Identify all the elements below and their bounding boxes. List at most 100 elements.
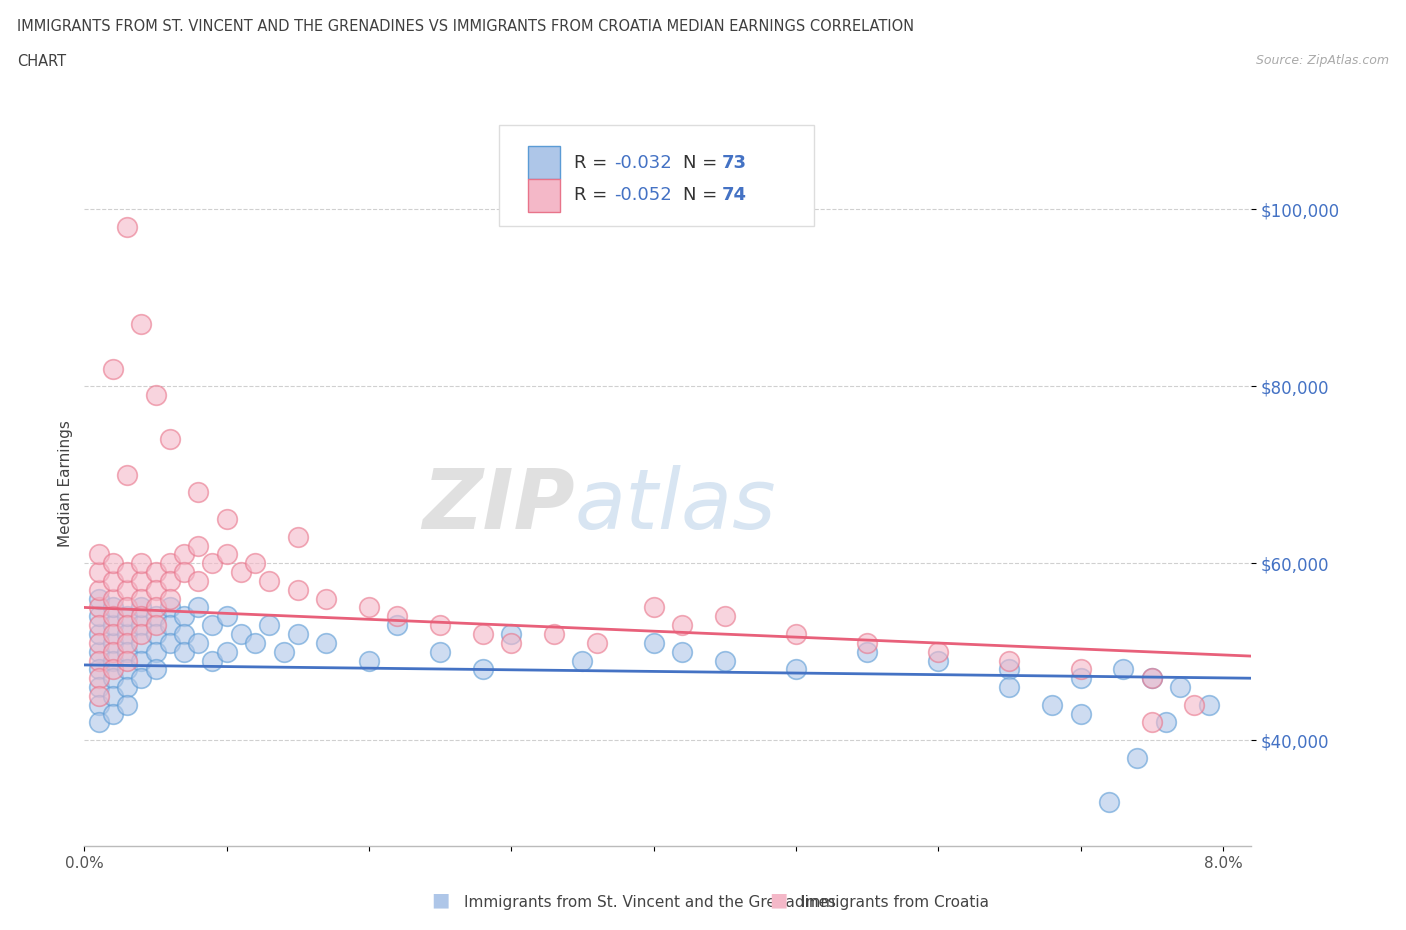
Point [159, 600, 181, 615]
Point [173, 547, 195, 562]
Point [129, 556, 152, 571]
Point [243, 635, 266, 650]
Point [387, 609, 409, 624]
Point [101, 600, 124, 615]
Point [856, 635, 879, 650]
Point [713, 609, 735, 624]
Point [273, 644, 295, 659]
Point [145, 644, 167, 659]
Point [1070, 706, 1092, 721]
Point [287, 582, 309, 597]
Point [187, 485, 209, 500]
Text: -0.032: -0.032 [614, 153, 672, 172]
Point [585, 635, 607, 650]
Point [115, 680, 138, 695]
Point [145, 609, 167, 624]
Point [145, 582, 167, 597]
Point [1070, 662, 1092, 677]
Point [87, 715, 110, 730]
Point [785, 627, 807, 642]
Point [201, 618, 224, 632]
Point [357, 600, 380, 615]
Text: ■: ■ [432, 891, 450, 910]
Point [101, 688, 124, 703]
Point [501, 635, 523, 650]
Point [429, 644, 451, 659]
Point [129, 609, 152, 624]
Point [429, 618, 451, 632]
Text: atlas: atlas [575, 465, 776, 546]
Point [101, 361, 124, 376]
Point [1140, 671, 1163, 685]
Point [129, 591, 152, 606]
Text: Source: ZipAtlas.com: Source: ZipAtlas.com [1256, 54, 1389, 67]
Point [101, 671, 124, 685]
FancyBboxPatch shape [527, 179, 561, 212]
Point [145, 618, 167, 632]
Point [671, 644, 693, 659]
Point [87, 600, 110, 615]
Y-axis label: Median Earnings: Median Earnings [58, 420, 73, 547]
Point [1126, 751, 1149, 765]
Point [129, 627, 152, 642]
Point [187, 600, 209, 615]
Point [315, 635, 337, 650]
Point [1140, 715, 1163, 730]
Point [315, 591, 337, 606]
Text: ■: ■ [769, 891, 787, 910]
Point [229, 565, 252, 579]
Point [173, 565, 195, 579]
Point [927, 644, 949, 659]
Point [998, 662, 1021, 677]
Point [201, 556, 224, 571]
Text: R =: R = [575, 153, 613, 172]
Point [101, 609, 124, 624]
Point [671, 618, 693, 632]
Point [215, 644, 238, 659]
Point [1154, 715, 1177, 730]
Point [87, 653, 110, 668]
Point [115, 698, 138, 712]
Point [145, 627, 167, 642]
Point [101, 653, 124, 668]
Point [115, 627, 138, 642]
Point [115, 662, 138, 677]
Point [1098, 794, 1121, 809]
Point [173, 627, 195, 642]
Point [115, 644, 138, 659]
Text: -0.052: -0.052 [614, 186, 672, 205]
Point [129, 317, 152, 332]
FancyBboxPatch shape [499, 125, 814, 226]
Point [129, 574, 152, 589]
Point [159, 574, 181, 589]
Point [87, 547, 110, 562]
Point [129, 635, 152, 650]
Point [115, 609, 138, 624]
Point [101, 644, 124, 659]
Point [187, 635, 209, 650]
FancyBboxPatch shape [527, 146, 561, 179]
Point [87, 698, 110, 712]
Point [87, 688, 110, 703]
Point [215, 609, 238, 624]
Point [115, 618, 138, 632]
Point [101, 706, 124, 721]
Point [129, 653, 152, 668]
Point [998, 653, 1021, 668]
Point [87, 644, 110, 659]
Text: 74: 74 [721, 186, 747, 205]
Text: N =: N = [683, 186, 723, 205]
Point [129, 618, 152, 632]
Point [145, 388, 167, 403]
Text: R =: R = [575, 186, 613, 205]
Point [287, 627, 309, 642]
Point [173, 609, 195, 624]
Point [87, 591, 110, 606]
Point [87, 618, 110, 632]
Point [215, 547, 238, 562]
Point [187, 574, 209, 589]
Point [187, 538, 209, 553]
Point [501, 627, 523, 642]
Point [1198, 698, 1220, 712]
Point [159, 618, 181, 632]
